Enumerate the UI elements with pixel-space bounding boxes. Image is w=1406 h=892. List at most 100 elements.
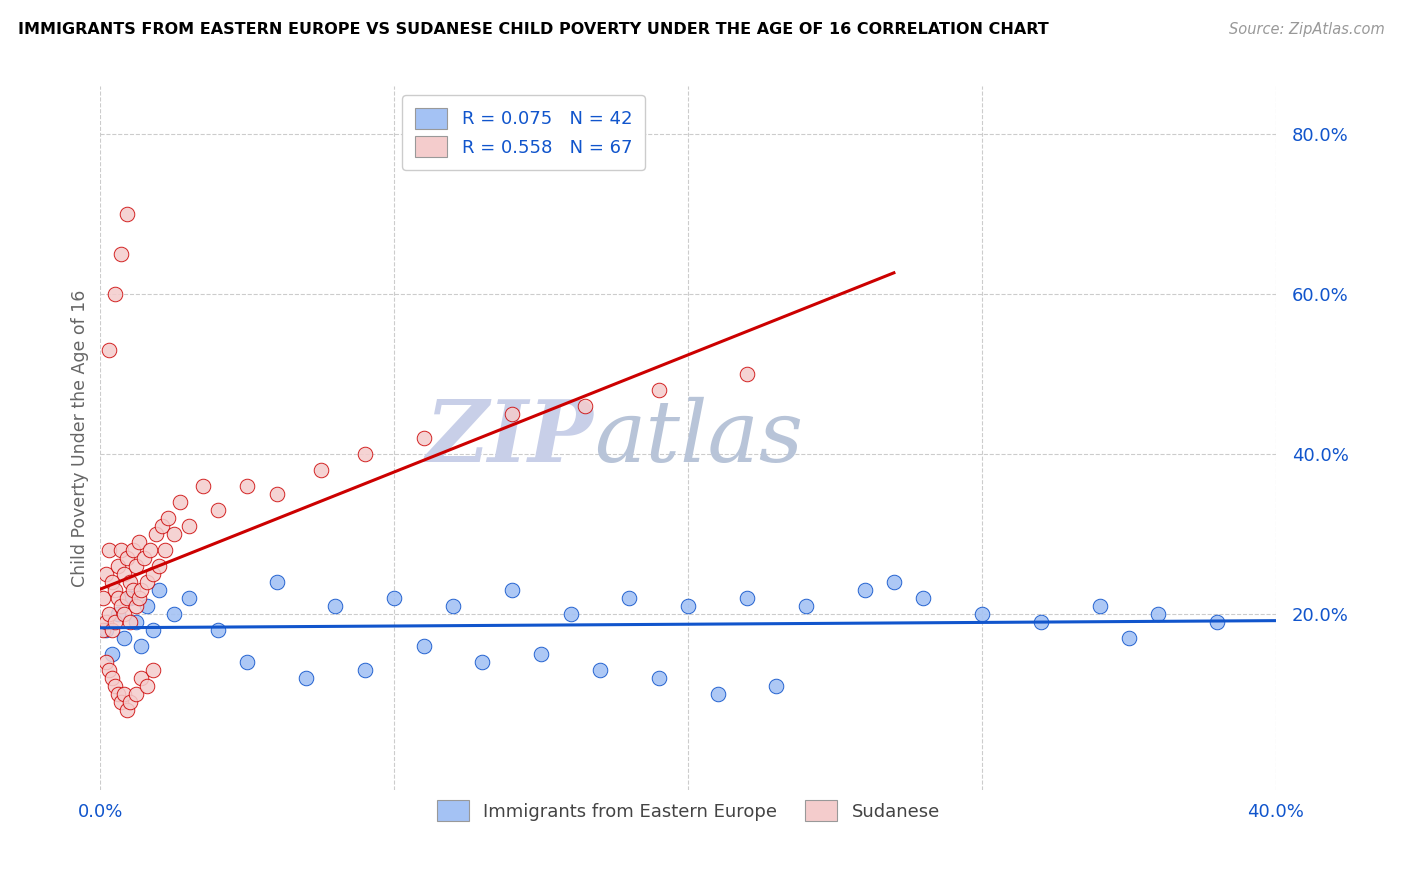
Point (91, 623, 114, 637)
Point (104, 679, 127, 693)
Point (131, 582, 153, 597)
Point (110, 543, 132, 558)
Text: IMMIGRANTS FROM EASTERN EUROPE VS SUDANESE CHILD POVERTY UNDER THE AGE OF 16 COR: IMMIGRANTS FROM EASTERN EUROPE VS SUDANE… (18, 22, 1049, 37)
Point (619, 591, 641, 605)
Point (107, 591, 129, 605)
Point (142, 623, 165, 637)
Point (735, 591, 758, 605)
Point (148, 582, 170, 597)
Point (101, 647, 124, 661)
Point (970, 607, 993, 621)
Point (104, 615, 127, 629)
Point (128, 591, 150, 605)
Point (648, 383, 671, 397)
Point (110, 599, 132, 613)
Point (142, 663, 165, 677)
Point (142, 567, 165, 582)
Point (648, 671, 671, 685)
Point (96, 615, 118, 629)
Point (412, 431, 434, 445)
Point (112, 607, 135, 621)
Point (912, 591, 935, 605)
Point (112, 567, 135, 582)
Point (115, 207, 138, 221)
Point (412, 639, 434, 653)
Point (98, 663, 121, 677)
Point (177, 519, 200, 533)
Text: atlas: atlas (595, 397, 803, 480)
Point (101, 671, 124, 685)
Point (98, 543, 121, 558)
Legend: Immigrants from Eastern Europe, Sudanese: Immigrants from Eastern Europe, Sudanese (425, 788, 952, 834)
Point (354, 663, 377, 677)
Point (148, 559, 170, 574)
Point (156, 511, 179, 525)
Point (121, 543, 143, 558)
Point (101, 623, 124, 637)
Point (169, 495, 191, 509)
Point (574, 399, 596, 413)
Point (118, 615, 141, 629)
Point (121, 582, 143, 597)
Point (131, 639, 153, 653)
Text: Source: ZipAtlas.com: Source: ZipAtlas.com (1229, 22, 1385, 37)
Point (236, 655, 259, 669)
Point (1147, 607, 1170, 621)
Point (1118, 631, 1140, 645)
Point (309, 463, 332, 477)
Point (193, 479, 215, 493)
Point (115, 551, 138, 566)
Point (136, 599, 159, 613)
Point (163, 607, 186, 621)
Point (96, 567, 118, 582)
Point (124, 687, 146, 701)
Text: ZIP: ZIP (426, 396, 595, 480)
Point (560, 607, 582, 621)
Point (136, 575, 159, 590)
Point (104, 582, 127, 597)
Point (236, 479, 259, 493)
Point (110, 695, 132, 709)
Point (382, 591, 405, 605)
Point (104, 287, 127, 301)
Point (145, 527, 167, 541)
Point (128, 535, 150, 549)
Point (136, 679, 159, 693)
Point (735, 367, 758, 381)
Point (853, 582, 876, 597)
Y-axis label: Child Poverty Under the Age of 16: Child Poverty Under the Age of 16 (72, 289, 89, 587)
Point (765, 679, 787, 693)
Point (153, 543, 176, 558)
Point (96, 623, 118, 637)
Point (131, 671, 153, 685)
Point (530, 647, 553, 661)
Point (118, 575, 141, 590)
Point (112, 687, 135, 701)
Point (471, 655, 494, 669)
Point (207, 623, 229, 637)
Point (107, 687, 129, 701)
Point (98, 343, 121, 358)
Point (101, 575, 124, 590)
Point (354, 447, 377, 461)
Point (115, 591, 138, 605)
Point (98, 607, 121, 621)
Point (794, 599, 817, 613)
Point (124, 559, 146, 574)
Point (124, 599, 146, 613)
Point (589, 663, 612, 677)
Point (676, 599, 699, 613)
Point (118, 591, 141, 605)
Point (1088, 599, 1111, 613)
Point (107, 559, 129, 574)
Point (501, 407, 523, 421)
Point (177, 591, 200, 605)
Point (295, 671, 318, 685)
Point (124, 615, 146, 629)
Point (1029, 615, 1052, 629)
Point (91, 591, 114, 605)
Point (207, 503, 229, 517)
Point (266, 487, 288, 501)
Point (96, 655, 118, 669)
Point (325, 599, 347, 613)
